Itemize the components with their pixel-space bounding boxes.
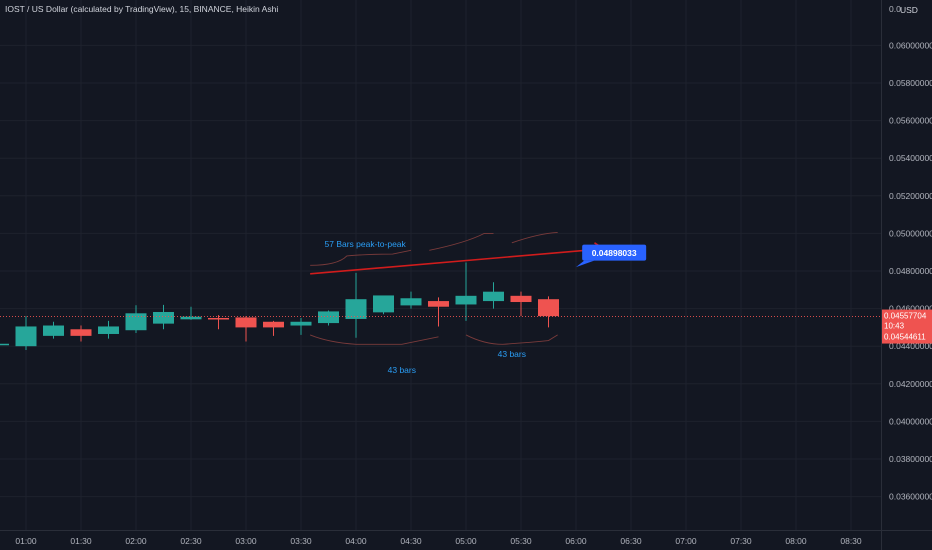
candle-body[interactable] bbox=[290, 321, 312, 326]
candle-body[interactable] bbox=[235, 317, 257, 328]
trough-bracket bbox=[309, 334, 558, 345]
candle-body[interactable] bbox=[318, 311, 339, 324]
price-tick-label: 0.05600000 bbox=[889, 116, 932, 126]
candle-body[interactable] bbox=[125, 313, 147, 331]
candle-body[interactable] bbox=[98, 326, 119, 334]
price-tick-label: 0.04000000 bbox=[889, 416, 932, 426]
time-tick-label: 02:30 bbox=[180, 536, 202, 546]
time-tick-label: 03:30 bbox=[290, 536, 312, 546]
trend-line[interactable] bbox=[310, 248, 604, 275]
candle-body[interactable] bbox=[510, 295, 532, 303]
candle-body[interactable] bbox=[15, 326, 37, 347]
peak-to-peak-label: 57 Bars peak-to-peak bbox=[325, 239, 407, 249]
time-tick-label: 08:00 bbox=[785, 536, 807, 546]
candle-body[interactable] bbox=[373, 295, 394, 313]
time-tick-label: 07:30 bbox=[730, 536, 752, 546]
time-tick-label: 04:30 bbox=[400, 536, 422, 546]
price-tick-label: 0.04200000 bbox=[889, 379, 932, 389]
time-tick-label: 04:00 bbox=[345, 536, 367, 546]
time-tick-label: 07:00 bbox=[675, 536, 697, 546]
bars-label-2: 43 bars bbox=[498, 349, 526, 359]
symbol-title: IOST / US Dollar (calculated by TradingV… bbox=[5, 4, 279, 14]
time-tick-label: 06:00 bbox=[565, 536, 587, 546]
price-tick-label: 0.05800000 bbox=[889, 78, 932, 88]
price-tick-label: 0.04400000 bbox=[889, 341, 932, 351]
candle-body[interactable] bbox=[483, 291, 504, 302]
time-tick-label: 06:30 bbox=[620, 536, 642, 546]
time-tick-label: 05:30 bbox=[510, 536, 532, 546]
candle-body[interactable] bbox=[43, 325, 64, 336]
price-tick-label: 0.0 bbox=[889, 4, 901, 14]
price-low-value: 0.04544611 bbox=[884, 333, 926, 342]
bar-countdown: 10:43 bbox=[884, 322, 905, 331]
price-tick-label: 0.03600000 bbox=[889, 492, 932, 502]
time-tick-label: 01:30 bbox=[70, 536, 92, 546]
price-tick-label: 0.05000000 bbox=[889, 228, 932, 238]
candle-body[interactable] bbox=[70, 329, 92, 336]
candle-body[interactable] bbox=[345, 299, 367, 319]
candle-body[interactable] bbox=[153, 311, 174, 324]
time-tick-label: 05:00 bbox=[455, 536, 477, 546]
callout-pointer bbox=[576, 260, 595, 268]
candle-body[interactable] bbox=[455, 295, 477, 305]
callout-box[interactable] bbox=[582, 244, 647, 261]
candle-body[interactable] bbox=[400, 298, 422, 306]
candle-body[interactable] bbox=[428, 301, 449, 307]
price-tick-label: 0.06000000 bbox=[889, 40, 932, 50]
candle-body[interactable] bbox=[208, 318, 229, 320]
current-price-tag[interactable] bbox=[882, 309, 932, 344]
candle-body[interactable] bbox=[538, 299, 559, 317]
price-tick-label: 0.04600000 bbox=[889, 304, 932, 314]
time-tick-label: 08:30 bbox=[840, 536, 862, 546]
price-tick-label: 0.05200000 bbox=[889, 191, 932, 201]
time-tick-label: 01:00 bbox=[15, 536, 37, 546]
bars-label-1: 43 bars bbox=[388, 365, 416, 375]
price-tick-label: 0.03800000 bbox=[889, 454, 932, 464]
currency-label[interactable]: USD bbox=[900, 5, 918, 15]
candle-body[interactable] bbox=[0, 343, 9, 346]
time-tick-label: 02:00 bbox=[125, 536, 147, 546]
candle-body[interactable] bbox=[180, 316, 202, 320]
peak-bracket bbox=[310, 232, 558, 266]
price-tick-label: 0.05400000 bbox=[889, 153, 932, 163]
current-price-value: 0.04557704 bbox=[884, 312, 927, 321]
callout-value: 0.04898033 bbox=[592, 248, 637, 258]
price-tick-label: 0.04800000 bbox=[889, 266, 932, 276]
candle-body[interactable] bbox=[263, 321, 284, 328]
time-tick-label: 03:00 bbox=[235, 536, 257, 546]
